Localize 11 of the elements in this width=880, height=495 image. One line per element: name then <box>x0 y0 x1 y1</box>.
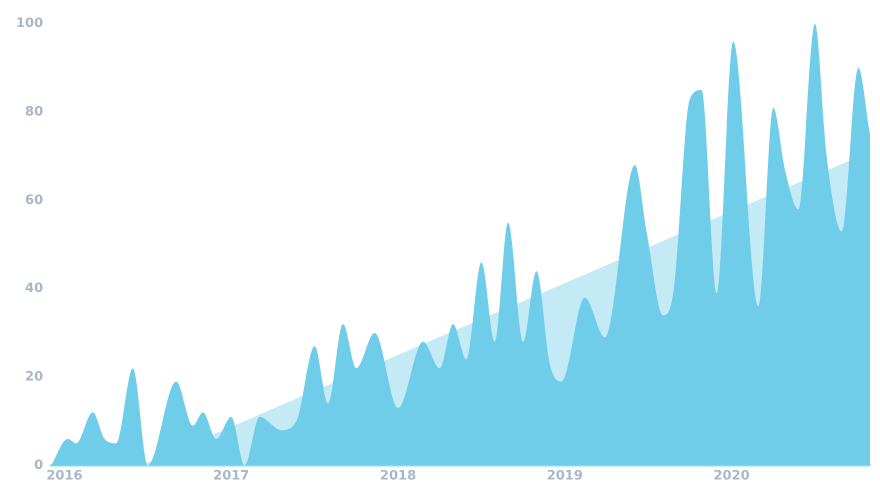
x-tick-label: 2017 <box>213 468 250 484</box>
y-tick-label: 20 <box>25 369 44 384</box>
y-tick-label: 60 <box>25 192 44 208</box>
y-tick-label: 100 <box>16 16 44 32</box>
y-tick-label: 0 <box>34 458 44 473</box>
x-tick-label: 2016 <box>46 468 83 484</box>
y-tick-label: 80 <box>25 104 44 120</box>
x-tick-label: 2019 <box>546 468 583 484</box>
x-tick-label: 2018 <box>380 468 416 484</box>
x-tick-label: 2020 <box>713 468 750 484</box>
y-tick-label: 40 <box>25 281 44 296</box>
